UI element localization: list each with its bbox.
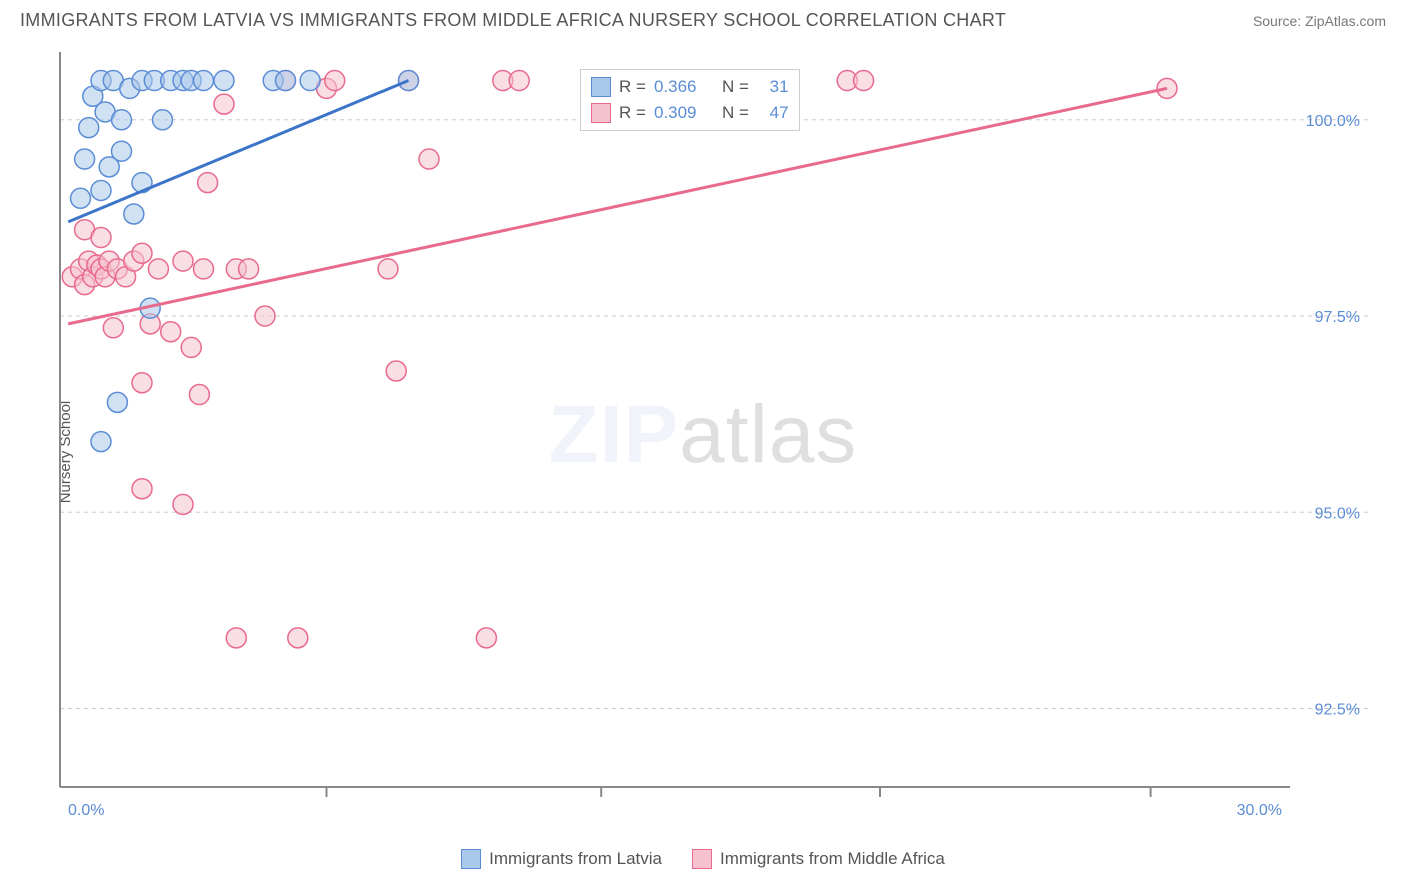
- chart-area: Nursery School 92.5%95.0%97.5%100.0%0.0%…: [20, 37, 1386, 867]
- svg-text:92.5%: 92.5%: [1315, 702, 1360, 719]
- scatter-plot: 92.5% 95.0% 97.5% 100.0% 0.0% 30.0%: [50, 37, 1370, 847]
- stats-row-middle-africa: R = 0.309 N = 47: [591, 100, 789, 126]
- stats-legend: R = 0.366 N = 31 R = 0.309 N = 47: [580, 69, 800, 131]
- source-link[interactable]: ZipAtlas.com: [1305, 13, 1386, 29]
- legend-item-latvia: Immigrants from Latvia: [461, 849, 662, 869]
- swatch-middle-africa: [591, 103, 611, 123]
- swatch-latvia-icon: [461, 849, 481, 869]
- svg-text:0.0%: 0.0%: [68, 802, 104, 819]
- legend-item-middle-africa: Immigrants from Middle Africa: [692, 849, 945, 869]
- swatch-middle-africa-icon: [692, 849, 712, 869]
- chart-title: IMMIGRANTS FROM LATVIA VS IMMIGRANTS FRO…: [20, 10, 1006, 31]
- source-label: Source: ZipAtlas.com: [1253, 13, 1386, 29]
- svg-text:100.0%: 100.0%: [1306, 113, 1360, 130]
- stats-row-latvia: R = 0.366 N = 31: [591, 74, 789, 100]
- header: IMMIGRANTS FROM LATVIA VS IMMIGRANTS FRO…: [0, 0, 1406, 37]
- series-legend: Immigrants from Latvia Immigrants from M…: [20, 849, 1386, 869]
- swatch-latvia: [591, 77, 611, 97]
- svg-text:95.0%: 95.0%: [1315, 505, 1360, 522]
- svg-text:97.5%: 97.5%: [1315, 309, 1360, 326]
- svg-text:30.0%: 30.0%: [1237, 802, 1282, 819]
